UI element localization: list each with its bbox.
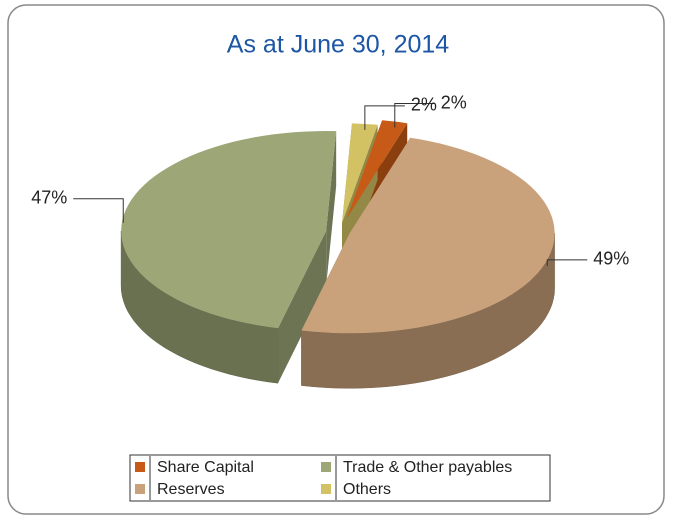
slice-face (326, 131, 337, 287)
slice-side (120, 230, 279, 384)
legend-swatch (135, 484, 145, 494)
chart-frame (7, 4, 665, 515)
data-label: 2% (441, 92, 467, 112)
slice (121, 131, 337, 329)
leader-line (73, 198, 124, 223)
slice (342, 123, 378, 224)
data-label: 2% (411, 95, 437, 115)
data-label: 49% (593, 249, 629, 269)
legend-label: Share Capital (157, 459, 254, 476)
data-label: 47% (31, 188, 67, 208)
legend-label: Trade & Other payables (343, 459, 512, 476)
slice (346, 120, 408, 219)
chart-title: As at June 30, 2014 (227, 31, 449, 59)
leader-line (546, 259, 588, 266)
slice-side (301, 233, 555, 389)
slice-face (277, 231, 327, 384)
legend-swatch (321, 462, 331, 472)
legend-swatch (321, 484, 331, 494)
leader-line (394, 103, 435, 128)
slice (301, 137, 555, 334)
legend-swatch (135, 462, 145, 472)
legend-label: Reserves (157, 481, 225, 498)
leader-line (364, 105, 405, 130)
legend-label: Others (343, 481, 391, 498)
legend-box (129, 454, 551, 502)
